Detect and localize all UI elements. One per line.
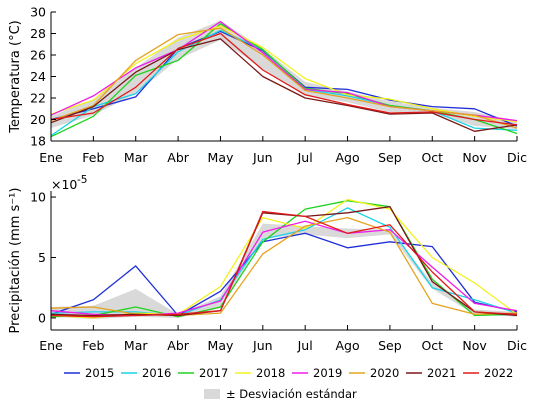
precipitation-xtick-label: Dic xyxy=(507,338,527,353)
temperature-xtick-label: Dic xyxy=(507,150,527,165)
precipitation-xtick-label: Sep xyxy=(378,338,402,353)
temperature-ytick-label: 22 xyxy=(30,91,46,106)
legend-label-2020: 2020 xyxy=(370,366,399,380)
temperature-ytick-label: 30 xyxy=(30,5,46,20)
temperature-series-2017-line xyxy=(50,23,518,138)
precipitation-multiplier-base: ×10 xyxy=(51,177,77,192)
temperature-series-2018-line xyxy=(50,25,518,123)
precipitation-series-2022-line xyxy=(50,210,518,318)
legend-label-2021: 2021 xyxy=(427,366,456,380)
precipitation-xtick-label: Mar xyxy=(124,338,148,353)
temperature-xtick-label: Feb xyxy=(82,150,104,165)
precipitation-ytick-label: 0 xyxy=(38,310,46,325)
temperature-series-2021-line xyxy=(50,38,518,132)
precipitation-series-2015-line xyxy=(50,232,518,317)
temperature-sd-band xyxy=(51,20,517,130)
precipitation-series-2020-line xyxy=(50,216,518,317)
legend-label-2015: 2015 xyxy=(85,366,114,380)
precipitation-xtick-label: Oct xyxy=(421,338,443,353)
temperature-y-axis-label: Temperatura (°C) xyxy=(8,20,23,133)
precipitation-sd-band xyxy=(51,223,517,320)
temperature-series-2022-line xyxy=(50,32,518,126)
precipitation-xtick-label: Ago xyxy=(335,338,359,353)
legend-label-2022: 2022 xyxy=(484,366,513,380)
legend-label-2019: 2019 xyxy=(313,366,342,380)
legend-label-2018: 2018 xyxy=(256,366,285,380)
temperature-ytick-label: 18 xyxy=(30,134,46,149)
temperature-xtick-label: Sep xyxy=(378,150,402,165)
temperature-ytick-label: 26 xyxy=(30,48,46,63)
temperature-series-2020-line xyxy=(50,27,518,129)
temperature-xtick-label: Ago xyxy=(335,150,359,165)
precipitation-ytick-label: 5 xyxy=(38,250,46,265)
temperature-ytick-label: 28 xyxy=(30,26,46,41)
temperature-xtick-label: Jul xyxy=(297,150,313,165)
precipitation-y-axis-label: Precipitación (mm s⁻¹) xyxy=(8,188,23,334)
temperature-xtick-label: Oct xyxy=(421,150,443,165)
legend-sd-label: ± Desviación estándar xyxy=(226,387,357,401)
legend-label-2016: 2016 xyxy=(142,366,171,380)
temperature-xtick-label: Jun xyxy=(252,150,273,165)
temperature-xtick-label: Abr xyxy=(167,150,189,165)
temperature-xtick-label: Nov xyxy=(462,150,487,165)
precipitation-panel: 0 5 10 Ene Feb Mar Abr May Jun Jul Ago Sep Oct Nov Dic… xyxy=(8,174,527,353)
temperature-xtick-label: Mar xyxy=(124,150,148,165)
temperature-panel: 18 20 22 24 26 28 30 Ene Feb Mar Abr May Jun Jul Ago Se… xyxy=(8,5,527,166)
precipitation-xtick-label: Ene xyxy=(39,338,63,353)
precipitation-xtick-label: Feb xyxy=(82,338,104,353)
precipitation-xtick-label: Jul xyxy=(297,338,313,353)
precipitation-series-2016-line xyxy=(50,207,518,317)
precipitation-multiplier-exponent: -5 xyxy=(77,174,87,186)
precipitation-xtick-label: Nov xyxy=(462,338,487,353)
precipitation-series-2017-line xyxy=(50,200,518,318)
temperature-series-2019-line xyxy=(50,21,518,122)
temperature-xtick-label: May xyxy=(208,150,234,165)
legend-sd-swatch xyxy=(204,389,220,399)
precipitation-ytick-label: 10 xyxy=(30,190,46,205)
legend-label-2017: 2017 xyxy=(199,366,228,380)
precipitation-xtick-label: Abr xyxy=(167,338,189,353)
temperature-xtick-label: Ene xyxy=(39,150,63,165)
temperature-ytick-label: 20 xyxy=(30,112,46,127)
precipitation-xtick-label: May xyxy=(208,338,234,353)
temperature-ytick-label: 24 xyxy=(30,69,46,84)
legend: 2015 2016 2017 2018 2019 2020 2021 2022 ± Desvia… xyxy=(64,366,513,401)
precipitation-xtick-label: Jun xyxy=(252,338,273,353)
